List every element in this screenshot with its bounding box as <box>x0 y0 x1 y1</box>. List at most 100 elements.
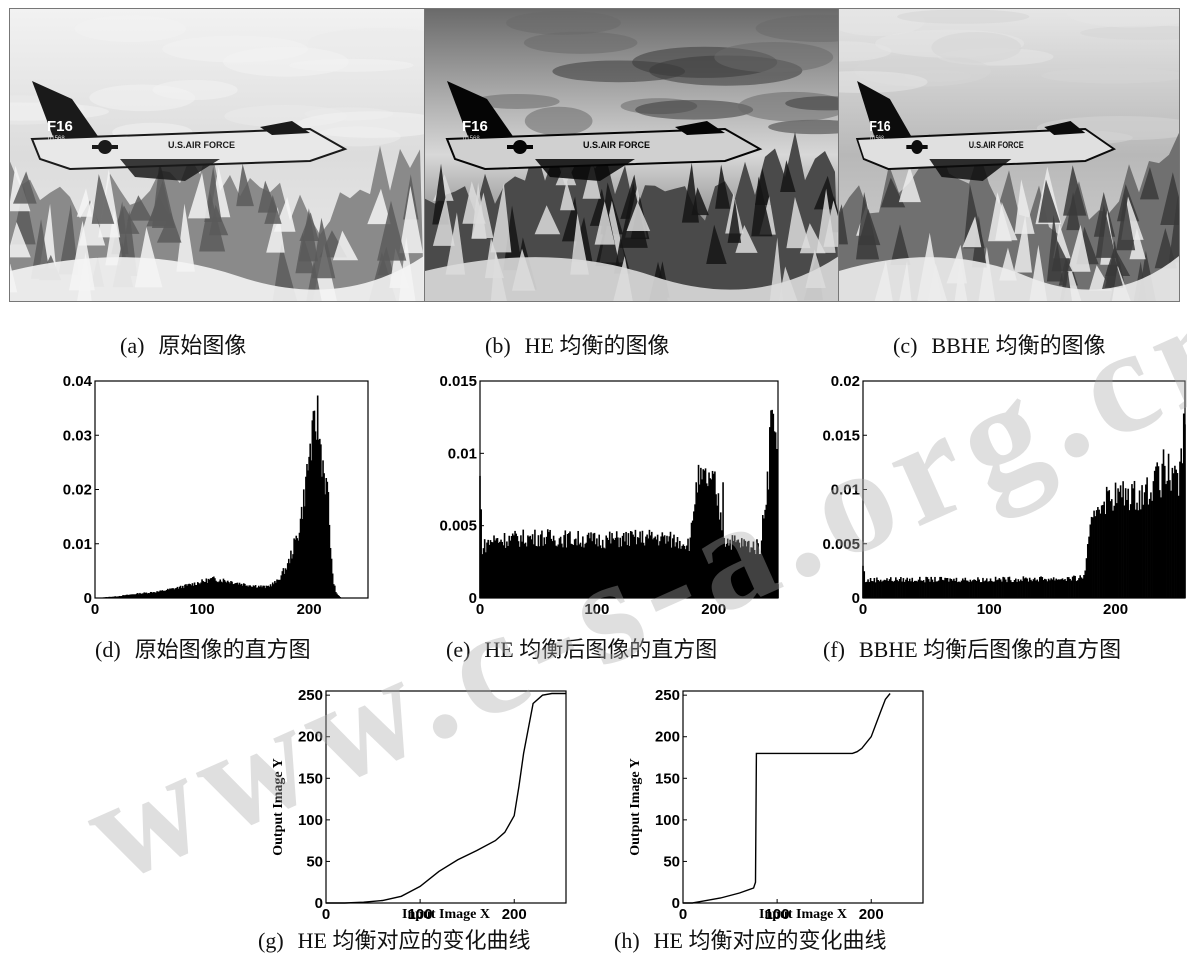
rock-ridge <box>735 224 758 253</box>
rock-ridge <box>105 210 124 266</box>
histogram-bbhe-chart: 0 100 200 0 0.005 0.01 0.015 0.02 <box>808 373 1187 618</box>
rock-ridge <box>898 166 921 203</box>
caption-tag: (d) <box>95 637 121 662</box>
serial-number: 01568 <box>463 136 480 142</box>
rock-ridge <box>332 230 359 261</box>
rock-ridge <box>264 195 282 224</box>
x-tick-label: 200 <box>502 906 527 923</box>
y-tick-label: 0 <box>852 590 860 607</box>
caption-text: HE 均衡对应的变化曲线 <box>653 928 887 953</box>
rock-ridge <box>311 217 336 279</box>
caption-tag: (a) <box>120 333 145 358</box>
y-tick-label: 0.005 <box>822 536 860 553</box>
tail-number: F16 <box>462 118 488 135</box>
rock-ridge <box>751 176 773 237</box>
y-tick-label: 0.03 <box>63 427 92 444</box>
cloud <box>74 15 187 43</box>
x-tick-label: 0 <box>91 601 99 618</box>
cloud <box>524 106 593 136</box>
jet-canopy <box>260 121 310 135</box>
rock-ridge <box>1038 179 1061 223</box>
rock-ridge <box>890 224 911 266</box>
insignia-bar <box>92 145 118 149</box>
y-tick-label: 50 <box>306 853 323 870</box>
cloud <box>635 99 754 120</box>
rock-ridge <box>204 166 222 223</box>
y-axis-label: Output Image Y <box>628 758 643 856</box>
caption-h: (h) HE 均衡对应的变化曲线 <box>614 923 886 955</box>
y-tick-label: 0 <box>672 895 680 912</box>
histogram-he-chart: 0 100 200 0 0.005 0.01 0.015 <box>425 373 780 618</box>
rock-ridge <box>626 201 651 231</box>
rock-ridge <box>462 181 486 224</box>
y-tick-label: 0.02 <box>63 482 92 499</box>
rock-ridge <box>987 192 1012 242</box>
y-tick-label: 150 <box>655 770 680 787</box>
foreground-snow <box>425 256 839 301</box>
rock-ridge <box>298 208 319 262</box>
y-tick-label: 250 <box>655 687 680 704</box>
x-tick-label: 0 <box>679 906 687 923</box>
plot-frame <box>325 690 567 904</box>
jet-canopy <box>1044 121 1086 135</box>
caption-text: HE 均衡后图像的直方图 <box>484 637 718 662</box>
tail-number: F16 <box>869 118 891 134</box>
x-tick-label: 0 <box>476 601 484 618</box>
y-axis-label: Output Image Y <box>271 758 286 856</box>
plot-frame <box>479 380 779 599</box>
rock-ridge <box>1013 215 1033 273</box>
rock-ridge <box>445 212 466 275</box>
curve-he-chart: 0 100 200 0 50 100 150 200 250 Input Image X Outpu… <box>268 687 568 923</box>
rock-ridge <box>706 224 727 265</box>
serial-number: 01568 <box>48 136 65 142</box>
rock-ridge <box>176 203 195 272</box>
x-tick-label: 0 <box>859 601 867 618</box>
curve-svg: 0 100 200 0 50 100 150 200 250 Input Image X Outpu… <box>271 687 567 923</box>
caption-tag: (h) <box>614 928 640 953</box>
y-tick-label: 250 <box>298 687 323 704</box>
caption-e: (e) HE 均衡后图像的直方图 <box>446 632 717 664</box>
cloud <box>1066 9 1179 28</box>
insignia-bar <box>507 145 533 149</box>
caption-text: HE 均衡的图像 <box>524 333 670 358</box>
caption-tag: (e) <box>446 637 471 662</box>
foreground-snow <box>839 256 1179 301</box>
rock-ridge <box>962 216 982 248</box>
rock-ridge <box>76 188 93 217</box>
rock-ridge <box>432 196 455 246</box>
rock-ridge <box>266 207 285 253</box>
rock-ridge <box>880 177 906 208</box>
cloud <box>308 27 424 57</box>
jet-fuselage <box>30 127 348 171</box>
rock-ridge <box>149 180 172 221</box>
rock-ridge <box>780 160 796 192</box>
cloud <box>89 84 196 112</box>
x-tick-label: 200 <box>1103 601 1128 618</box>
plot-frame <box>682 690 924 904</box>
rock-ridge <box>236 163 254 207</box>
rock-ridge <box>1139 167 1160 200</box>
usaf-marking: U.S.AIR FORCE <box>168 140 235 150</box>
rock-ridge <box>377 246 394 276</box>
cloud <box>222 46 349 77</box>
caption-tag: (f) <box>823 637 845 662</box>
histogram-svg: 0 100 200 0 0.005 0.01 0.015 <box>439 373 779 618</box>
rock-ridge <box>12 171 37 204</box>
rock-ridge <box>377 200 407 261</box>
rock-ridge <box>156 212 182 243</box>
jet-fuselage <box>855 127 1117 171</box>
rock-ridge <box>1014 179 1035 234</box>
cloud <box>1041 67 1179 84</box>
y-tick-label: 0.01 <box>448 445 477 462</box>
image-he: F16 01568 U.S.AIR FORCE <box>424 8 840 302</box>
caption-b: (b) HE 均衡的图像 <box>485 328 669 360</box>
cloud <box>755 14 839 42</box>
image-bbhe: F16 01568 U.S.AIR FORCE <box>838 8 1180 302</box>
y-tick-label: 0.01 <box>63 536 92 553</box>
rock-ridge <box>127 195 153 221</box>
y-tick-label: 200 <box>298 729 323 746</box>
y-tick-label: 0.015 <box>439 373 477 390</box>
rock-ridge <box>856 192 880 260</box>
y-tick-label: 0.005 <box>439 518 477 535</box>
